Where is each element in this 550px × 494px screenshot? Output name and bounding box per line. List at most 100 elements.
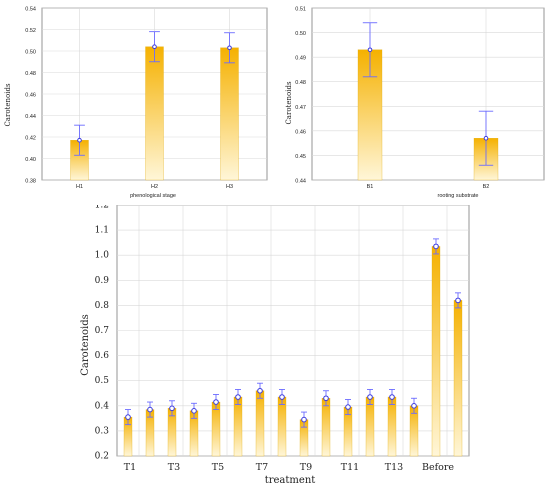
chart-phenological: 0.38 0.40 0.42 0.44 0.46 0.48 0.50 0.52 0.54 H1 H… bbox=[0, 0, 275, 205]
y-tick-label: 0.40 bbox=[25, 157, 36, 163]
point-T4 bbox=[191, 408, 197, 414]
bar-H2 bbox=[145, 46, 164, 181]
x-tick-label: T1 bbox=[124, 462, 136, 473]
bar-T10 bbox=[321, 398, 331, 457]
y-tick-label: 0.9 bbox=[95, 276, 110, 286]
error-bar-H1 bbox=[74, 124, 85, 156]
y-tick-label: 0.46 bbox=[25, 93, 36, 99]
y-tick-label: 1.2 bbox=[95, 205, 109, 211]
y-tick-label: 0.44 bbox=[295, 179, 306, 185]
bars bbox=[123, 246, 463, 457]
y-tick-label: 1.1 bbox=[95, 226, 109, 236]
error-bar-H3 bbox=[224, 32, 235, 64]
plot-frame bbox=[311, 7, 545, 181]
error-bar-T14 bbox=[411, 397, 417, 414]
y-axis-title: Carotenoids bbox=[285, 81, 293, 124]
chart-phenological-svg: 0.380.400.420.440.460.480.500.520.54 H1 H… bbox=[4, 7, 268, 199]
x-axis-title: rooting substrate bbox=[438, 193, 479, 199]
y-tick-label: 0.50 bbox=[25, 50, 36, 56]
point-T14 bbox=[411, 403, 417, 409]
x-axis-title: phenological stage bbox=[130, 193, 176, 199]
error-bars bbox=[74, 31, 235, 156]
error-bar-T2 bbox=[147, 401, 153, 418]
bar-T12 bbox=[365, 396, 375, 457]
y-tick-label: 0.7 bbox=[95, 326, 110, 336]
y-tick-label: 0.8 bbox=[95, 301, 110, 311]
y-tick-label: 0.52 bbox=[25, 28, 36, 34]
error-bar-Before2 bbox=[455, 292, 461, 309]
point-B2 bbox=[483, 135, 489, 141]
y-tick-label: 0.50 bbox=[295, 31, 306, 37]
bar-Before bbox=[431, 246, 441, 457]
x-ticks: T1 T3 T5 T7 T9 T11 T13 Before bbox=[124, 462, 455, 473]
point-Before2 bbox=[455, 297, 461, 304]
error-bar-B1 bbox=[362, 22, 378, 78]
y-tick-label: 0.6 bbox=[95, 351, 110, 361]
x-tick-label: T11 bbox=[341, 462, 359, 473]
error-bar-T6 bbox=[235, 389, 241, 405]
chart-rooting: 0.44 0.45 0.46 0.47 0.48 0.49 0.50 0.51 B1 B2 Ca… bbox=[275, 0, 550, 205]
y-tick-label: 0.3 bbox=[95, 426, 110, 436]
y-tick-label: 0.45 bbox=[295, 154, 306, 160]
y-tick-label: 0.38 bbox=[25, 179, 36, 185]
point-T8 bbox=[279, 394, 285, 400]
chart-treatment: 0.2 0.3 0.4 0.5 0.6 0.7 0.8 0.9 1.0 1.1 1.2 T1 T3 T5… bbox=[75, 201, 475, 489]
x-ticks: B1 B2 bbox=[367, 184, 490, 190]
point-B1 bbox=[367, 47, 373, 53]
error-bar-T13 bbox=[389, 389, 395, 405]
y-ticks: 0.44 0.45 0.46 0.47 0.48 0.49 0.50 0.51 bbox=[295, 7, 306, 185]
error-bars bbox=[362, 22, 494, 166]
y-ticks: 0.38 0.40 0.42 0.44 0.46 0.48 0.50 0.52 0.54 bbox=[25, 7, 36, 185]
x-tick-label: T13 bbox=[385, 462, 403, 473]
point-T12 bbox=[367, 394, 373, 400]
error-bar-T5 bbox=[213, 394, 219, 411]
error-bar-T8 bbox=[279, 389, 285, 405]
chart-rooting-svg: 0.44 0.45 0.46 0.47 0.48 0.49 0.50 0.51 B1 B2 Ca… bbox=[285, 7, 545, 199]
chart-treatment-svg: 0.2 0.3 0.4 0.5 0.6 0.7 0.8 0.9 1.0 1.1 1.2 T1 T3 T5… bbox=[80, 201, 470, 486]
y-axis-title: Carotenoids bbox=[80, 314, 91, 376]
error-bar-B2 bbox=[478, 110, 494, 166]
y-tick-label: 0.44 bbox=[25, 114, 36, 120]
error-bar-T4 bbox=[191, 402, 197, 419]
point-T2 bbox=[147, 406, 153, 413]
x-tick-label: H3 bbox=[226, 184, 233, 190]
point-T13 bbox=[389, 394, 395, 400]
x-tick-label: H1 bbox=[76, 184, 83, 190]
x-tick-label: T9 bbox=[300, 462, 312, 473]
point-T1 bbox=[125, 414, 131, 420]
y-tick-label: 1.0 bbox=[95, 251, 110, 261]
bar-H3 bbox=[220, 47, 239, 181]
point-T7 bbox=[257, 387, 263, 394]
bar-T5 bbox=[211, 401, 221, 457]
bar-T7 bbox=[255, 390, 265, 457]
y-tick-label: 0.48 bbox=[295, 80, 306, 86]
point-T3 bbox=[169, 405, 175, 412]
x-tick-label: B2 bbox=[483, 184, 490, 190]
y-tick-label: 0.46 bbox=[295, 129, 306, 135]
point-T11 bbox=[345, 404, 351, 410]
point-H3 bbox=[227, 45, 232, 51]
error-bar-T12 bbox=[367, 389, 373, 405]
point-H1 bbox=[77, 137, 82, 143]
y-tick-label: 0.54 bbox=[25, 7, 36, 13]
y-axis-title: Carotenoids bbox=[4, 83, 12, 126]
x-tick-label: T3 bbox=[168, 462, 180, 473]
x-tick-label: H2 bbox=[151, 184, 158, 190]
error-bar-T7 bbox=[257, 382, 263, 399]
x-tick-label: Before bbox=[422, 462, 454, 473]
x-tick-label: T7 bbox=[256, 462, 268, 473]
point-T9 bbox=[301, 416, 307, 423]
grid bbox=[311, 7, 545, 181]
y-tick-label: 0.49 bbox=[295, 56, 306, 62]
point-T6 bbox=[235, 394, 241, 400]
y-tick-label: 0.4 bbox=[95, 401, 110, 411]
bars bbox=[70, 46, 239, 181]
error-bar-Before bbox=[433, 238, 439, 255]
bar-T8 bbox=[277, 396, 287, 457]
bar-T6 bbox=[233, 396, 243, 457]
y-tick-label: 0.5 bbox=[95, 376, 110, 386]
x-tick-label: B1 bbox=[367, 184, 374, 190]
error-bar-H2 bbox=[149, 31, 160, 63]
point-H2 bbox=[152, 44, 157, 50]
error-bar-T3 bbox=[169, 400, 175, 417]
